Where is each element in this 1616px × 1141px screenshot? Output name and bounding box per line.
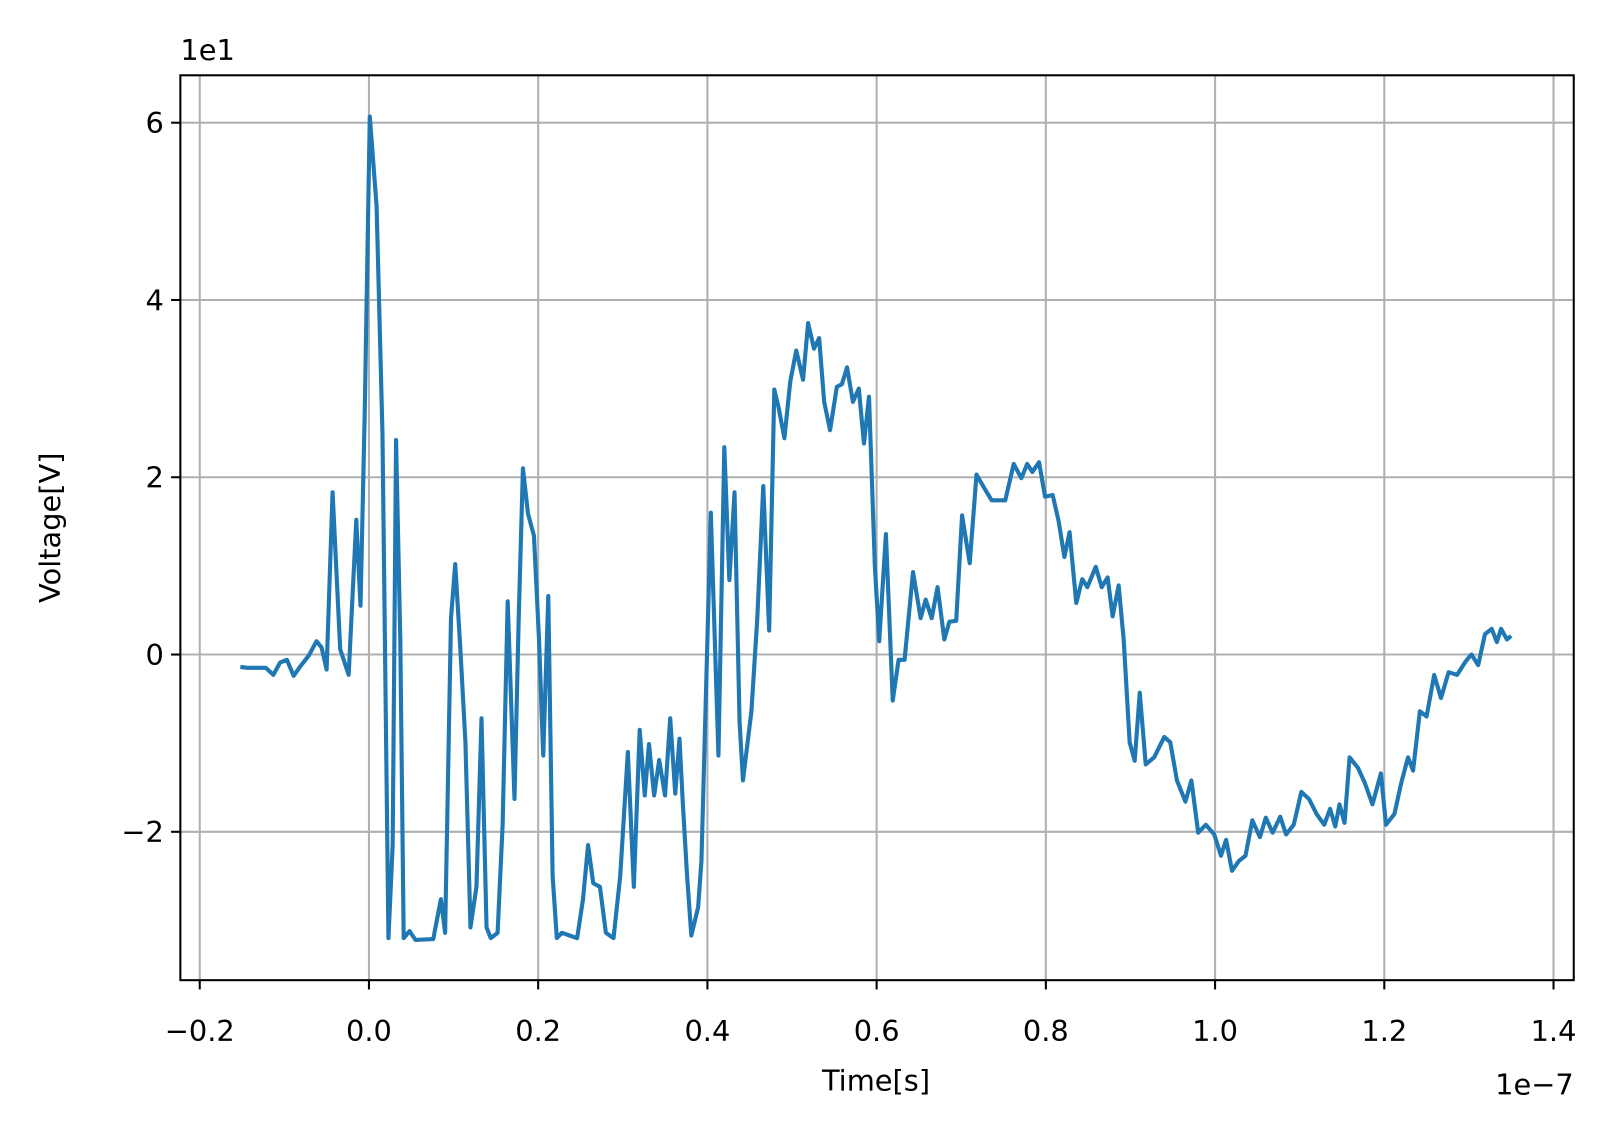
y-tick-label: −2	[121, 815, 164, 849]
x-tick-label: 0.6	[854, 1014, 900, 1048]
y-tick-label: 6	[146, 106, 164, 140]
x-tick-label: 1.4	[1531, 1014, 1577, 1048]
plot-area	[240, 114, 1513, 943]
y-offset-label: 1e1	[180, 33, 234, 67]
y-tick-label: 4	[146, 283, 164, 317]
x-tick-label: 1.0	[1192, 1014, 1238, 1048]
x-tick-label: 0.4	[684, 1014, 730, 1048]
x-tick-label: 0.8	[1023, 1014, 1069, 1048]
y-tick-label: 0	[146, 638, 164, 672]
grid	[180, 75, 1574, 981]
x-tick-label: 1.2	[1361, 1014, 1407, 1048]
y-tick-label: 2	[146, 461, 164, 495]
x-axis-label: Time[s]	[821, 1063, 930, 1097]
y-axis-label: Voltage[V]	[33, 453, 67, 603]
data-line	[240, 114, 1513, 943]
x-tick-label: 0.0	[346, 1014, 392, 1048]
x-offset-label: 1e−7	[1495, 1068, 1574, 1102]
x-tick-label: −0.2	[165, 1014, 235, 1048]
x-tick-label: 0.2	[515, 1014, 561, 1048]
